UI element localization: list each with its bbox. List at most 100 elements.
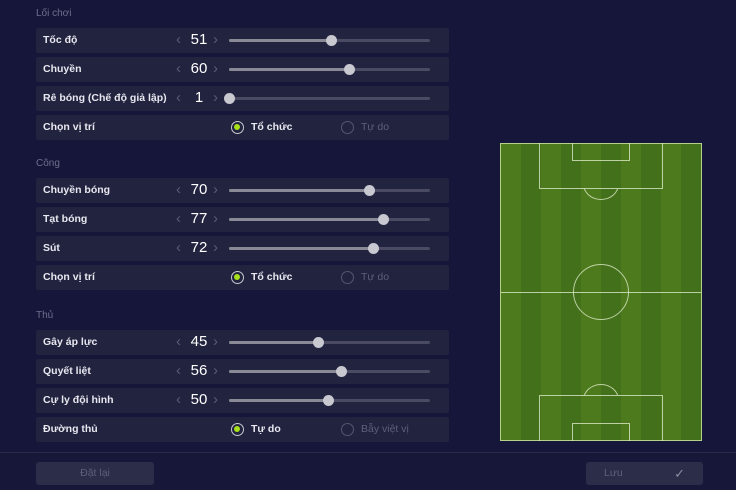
slider-thumb[interactable] bbox=[368, 243, 380, 254]
slider-row: Gây áp lực ‹ 45 › bbox=[36, 330, 449, 355]
bottom-penalty-area bbox=[539, 395, 663, 441]
slider-thumb[interactable] bbox=[343, 64, 355, 75]
chevron-right-icon[interactable]: › bbox=[213, 362, 218, 379]
slider-value: 77 bbox=[190, 210, 208, 227]
chevron-left-icon[interactable]: ‹ bbox=[176, 89, 181, 106]
chevron-left-icon[interactable]: ‹ bbox=[176, 362, 181, 379]
slider-label: Gây áp lực bbox=[43, 336, 98, 348]
slider-label: Rê bóng (Chế độ giả lập) bbox=[43, 92, 167, 104]
slider-thumb[interactable] bbox=[313, 337, 325, 348]
section-title: Lối chơi bbox=[36, 8, 72, 19]
slider-label: Tốc độ bbox=[43, 34, 78, 46]
slider-row: Chuyền bóng ‹ 70 › bbox=[36, 178, 449, 203]
chevron-left-icon[interactable]: ‹ bbox=[176, 333, 181, 350]
slider-track[interactable] bbox=[229, 64, 430, 75]
section-title: Công bbox=[36, 158, 60, 169]
slider-row: Sút ‹ 72 › bbox=[36, 236, 449, 261]
slider-track[interactable] bbox=[229, 214, 430, 225]
radio-option-label[interactable]: Tự do bbox=[251, 423, 281, 435]
section-title: Thủ bbox=[36, 310, 54, 321]
slider-thumb[interactable] bbox=[364, 185, 376, 196]
slider-row: Rê bóng (Chế độ giả lập) ‹ 1 › bbox=[36, 86, 449, 111]
radio-button[interactable] bbox=[231, 271, 244, 284]
slider-track[interactable] bbox=[229, 35, 430, 46]
slider-value: 51 bbox=[190, 31, 208, 48]
slider-label: Chuyền bbox=[43, 63, 82, 75]
slider-track[interactable] bbox=[229, 395, 430, 406]
radio-label: Đường thủ bbox=[43, 423, 98, 435]
slider-track[interactable] bbox=[229, 366, 430, 377]
radio-button[interactable] bbox=[341, 121, 354, 134]
slider-fill bbox=[229, 68, 349, 71]
radio-button[interactable] bbox=[341, 271, 354, 284]
slider-label: Cự ly đội hình bbox=[43, 394, 114, 406]
slider-value: 1 bbox=[194, 89, 204, 106]
chevron-right-icon[interactable]: › bbox=[213, 210, 218, 227]
slider-fill bbox=[229, 341, 319, 344]
radio-option-label[interactable]: Tổ chức bbox=[251, 121, 293, 133]
slider-fill bbox=[229, 370, 341, 373]
slider-fill bbox=[229, 39, 331, 42]
slider-label: Quyết liệt bbox=[43, 365, 91, 377]
slider-track[interactable] bbox=[229, 243, 430, 254]
slider-thumb[interactable] bbox=[323, 395, 335, 406]
chevron-right-icon[interactable]: › bbox=[213, 239, 218, 256]
slider-value: 45 bbox=[190, 333, 208, 350]
slider-row: Tạt bóng ‹ 77 › bbox=[36, 207, 449, 232]
chevron-left-icon[interactable]: ‹ bbox=[176, 60, 181, 77]
chevron-right-icon[interactable]: › bbox=[213, 181, 218, 198]
bottom-goal-area bbox=[572, 423, 630, 441]
chevron-right-icon[interactable]: › bbox=[213, 60, 218, 77]
slider-fill bbox=[229, 218, 384, 221]
radio-button[interactable] bbox=[231, 121, 244, 134]
chevron-right-icon[interactable]: › bbox=[213, 391, 218, 408]
reset-button[interactable]: Đặt lại bbox=[36, 462, 154, 485]
top-penalty-area bbox=[539, 143, 663, 189]
slider-fill bbox=[229, 247, 374, 250]
slider-row: Cự ly đội hình ‹ 50 › bbox=[36, 388, 449, 413]
pitch-diagram bbox=[500, 143, 702, 441]
radio-option-label[interactable]: Bẫy việt vị bbox=[361, 423, 409, 435]
slider-value: 70 bbox=[190, 181, 208, 198]
chevron-right-icon[interactable]: › bbox=[213, 31, 218, 48]
slider-row: Chuyền ‹ 60 › bbox=[36, 57, 449, 82]
radio-row: Đường thủ Tự do Bẫy việt vị bbox=[36, 417, 449, 442]
chevron-left-icon[interactable]: ‹ bbox=[176, 391, 181, 408]
radio-row: Chọn vị trí Tổ chức Tự do bbox=[36, 265, 449, 290]
center-circle bbox=[573, 264, 629, 320]
radio-option-label[interactable]: Tổ chức bbox=[251, 271, 293, 283]
slider-label: Chuyền bóng bbox=[43, 184, 111, 196]
top-goal-area bbox=[572, 143, 630, 161]
slider-thumb[interactable] bbox=[325, 35, 337, 46]
slider-track[interactable] bbox=[229, 337, 430, 348]
slider-fill bbox=[229, 399, 329, 402]
radio-label: Chọn vị trí bbox=[43, 121, 95, 133]
chevron-right-icon[interactable]: › bbox=[213, 333, 218, 350]
slider-thumb[interactable] bbox=[224, 93, 235, 104]
chevron-left-icon[interactable]: ‹ bbox=[176, 210, 181, 227]
slider-thumb[interactable] bbox=[335, 366, 347, 377]
slider-value: 72 bbox=[190, 239, 208, 256]
check-icon: ✓ bbox=[674, 466, 685, 481]
radio-label: Chọn vị trí bbox=[43, 271, 95, 283]
chevron-left-icon[interactable]: ‹ bbox=[176, 239, 181, 256]
slider-row: Tốc độ ‹ 51 › bbox=[36, 28, 449, 53]
radio-row: Chọn vị trí Tổ chức Tự do bbox=[36, 115, 449, 140]
chevron-right-icon[interactable]: › bbox=[213, 89, 218, 106]
slider-value: 50 bbox=[190, 391, 208, 408]
footer: Đặt lại Lưu ✓ bbox=[0, 452, 736, 490]
save-label: Lưu bbox=[604, 467, 623, 479]
slider-label: Tạt bóng bbox=[43, 213, 88, 225]
slider-thumb[interactable] bbox=[378, 214, 390, 225]
radio-option-label[interactable]: Tự do bbox=[361, 271, 390, 283]
slider-value: 60 bbox=[190, 60, 208, 77]
chevron-left-icon[interactable]: ‹ bbox=[176, 181, 181, 198]
radio-button[interactable] bbox=[231, 423, 244, 436]
slider-fill bbox=[229, 189, 370, 192]
slider-track[interactable] bbox=[224, 93, 430, 104]
slider-track[interactable] bbox=[229, 185, 430, 196]
radio-button[interactable] bbox=[341, 423, 354, 436]
chevron-left-icon[interactable]: ‹ bbox=[176, 31, 181, 48]
save-button[interactable]: Lưu ✓ bbox=[586, 462, 703, 485]
radio-option-label[interactable]: Tự do bbox=[361, 121, 390, 133]
